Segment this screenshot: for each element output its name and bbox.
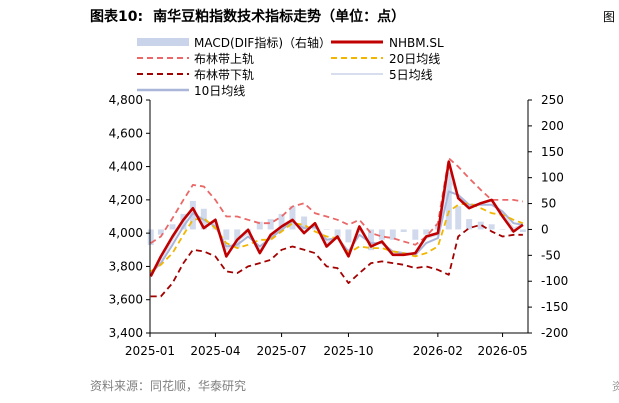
x-tick-label: 2025-07: [257, 344, 307, 358]
macd-bar: [499, 229, 506, 230]
macd-bar: [423, 229, 430, 235]
macd-bar: [323, 229, 330, 230]
next-source-edge-text: 资: [612, 380, 619, 393]
left-tick-label: 3,600: [109, 293, 143, 307]
figure-number: 图表10:: [90, 9, 144, 25]
left-tick-label: 3,400: [109, 326, 143, 340]
plot-area: 3,400 3,600 3,800 4,000 4,200 4,400 4,600 4,800…: [109, 93, 569, 358]
macd-bar: [301, 216, 308, 230]
macd-bar: [466, 219, 473, 230]
right-tick-label: -150: [541, 300, 568, 314]
left-tick-label: 4,000: [109, 226, 143, 240]
right-tick-label: 200: [541, 119, 564, 133]
x-tick-label: 2025-04: [190, 344, 240, 358]
macd-bar: [223, 229, 230, 240]
macd-bar: [367, 229, 374, 251]
left-tick-label: 4,800: [109, 93, 143, 107]
x-tick-label: 2025-10: [323, 344, 373, 358]
left-tick-label: 4,200: [109, 193, 143, 207]
macd-bar: [256, 221, 263, 230]
right-tick-label: 100: [541, 171, 564, 185]
macd-bar: [378, 229, 385, 240]
right-tick-label: 250: [541, 93, 564, 107]
right-tick-label: 150: [541, 145, 564, 159]
macd-bar: [278, 213, 285, 230]
legend-swatch-macd: [137, 38, 189, 46]
x-tick-label: 2026-05: [477, 344, 527, 358]
right-tick-label: -50: [541, 248, 561, 262]
x-tick-label: 2025-01: [125, 344, 175, 358]
source-note: 资料来源：同花顺，华泰研究: [90, 379, 247, 393]
macd-bar: [267, 219, 274, 230]
boll-upper-line: [150, 157, 524, 246]
right-tick-label: -200: [541, 326, 568, 340]
legend-label-ma10: 10日均线: [194, 84, 245, 98]
macd-bar: [412, 229, 419, 240]
macd-bar: [488, 224, 495, 230]
macd-bar: [189, 200, 196, 230]
figure-title: 图表10: 南华豆粕指数技术指标走势（单位：点）: [90, 6, 405, 26]
price-line: [149, 160, 524, 277]
legend-label-ma20: 20日均线: [389, 52, 440, 66]
boll-lower-line: [150, 223, 523, 298]
macd-bar: [157, 229, 164, 235]
macd-bar: [400, 229, 407, 233]
legend-label-boll-upper: 布林带上轨: [194, 52, 254, 66]
macd-bar: [289, 206, 296, 230]
macd-bar: [455, 206, 462, 230]
right-tick-label: 50: [541, 197, 556, 211]
left-tick-label: 4,400: [109, 160, 143, 174]
left-tick-label: 4,600: [109, 126, 143, 140]
legend: MACD(DIF指标)（右轴） NHBM.SL 布林带上轨 20日均线 布林带下…: [137, 35, 444, 98]
right-tick-label: -100: [541, 274, 568, 288]
macd-bar: [345, 229, 352, 243]
right-tick-label: 0: [541, 222, 549, 236]
legend-label-price: NHBM.SL: [389, 36, 444, 50]
macd-bar: [312, 226, 319, 230]
macd-bar: [519, 229, 526, 233]
next-figure-edge-text: 图: [603, 10, 616, 24]
legend-label-macd: MACD(DIF指标)（右轴）: [194, 35, 331, 50]
macd-bar: [445, 172, 452, 230]
macd-bar: [389, 229, 396, 240]
legend-label-boll-lower: 布林带下轨: [194, 68, 254, 82]
left-tick-label: 3,800: [109, 259, 143, 273]
macd-bar: [169, 224, 176, 230]
macd-bar: [334, 229, 341, 238]
macd-bar: [147, 229, 154, 245]
x-tick-label: 2026-02: [413, 344, 463, 358]
legend-label-ma5: 5日均线: [389, 68, 433, 82]
figure-title-text: 南华豆粕指数技术指标走势（单位：点）: [153, 9, 406, 25]
macd-bar: [477, 221, 484, 230]
